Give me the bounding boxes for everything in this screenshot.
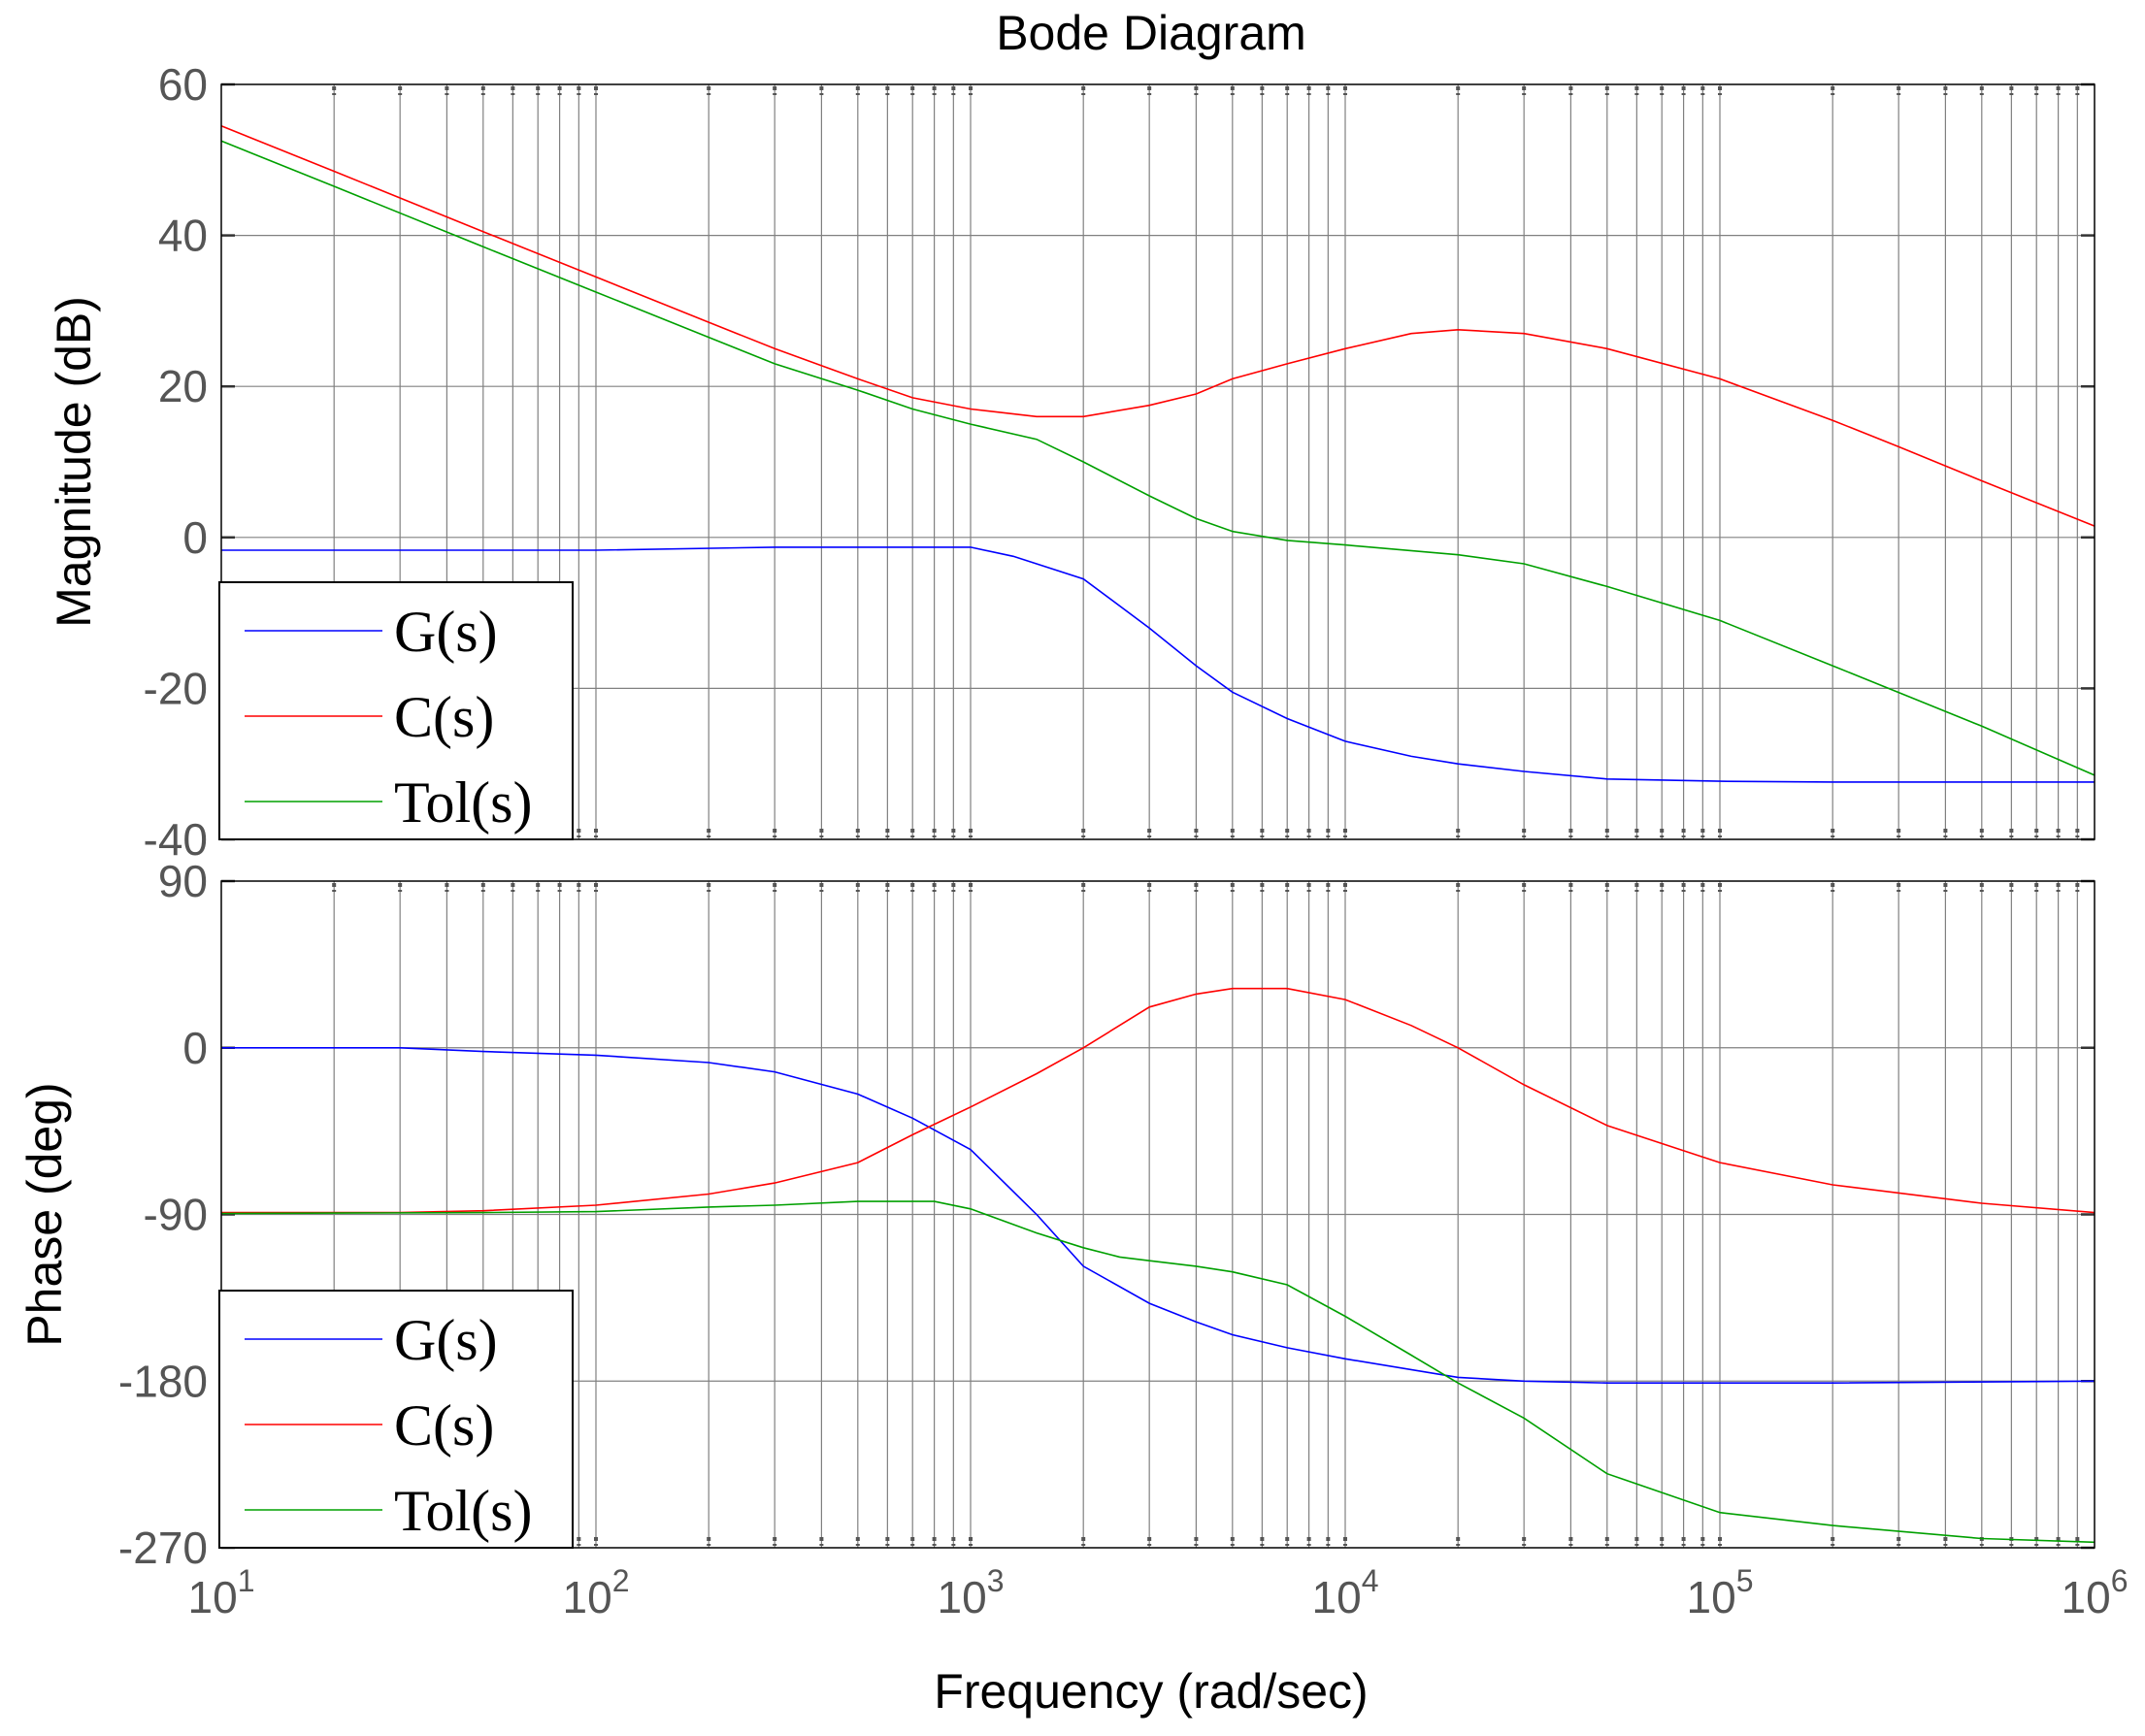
- magnitude-legend-label-tol: Tol(s): [394, 770, 532, 835]
- phase-axis-label: Phase (deg): [17, 1082, 72, 1346]
- magnitude-legend-label-g: G(s): [394, 600, 498, 664]
- chart-title: Bode Diagram: [996, 6, 1306, 60]
- magnitude-ytick-label: 40: [158, 211, 208, 261]
- phase-axes-frame: [220, 880, 2096, 1549]
- x-tick-label-exponent: 5: [1736, 1563, 1754, 1598]
- magnitude-series-tol: [220, 140, 2096, 776]
- phase-series-c: [221, 987, 2096, 1214]
- x-axis-label: Frequency (rad/sec): [934, 1664, 1368, 1719]
- magnitude-ytick-label: 60: [158, 59, 208, 110]
- phase-ytick-label: 90: [158, 856, 208, 906]
- magnitude-axis-label: Magnitude (dB): [47, 296, 101, 628]
- magnitude-ytick-label: -40: [144, 814, 208, 865]
- x-tick-label: 106: [2062, 1563, 2128, 1622]
- phase-ytick-label: -180: [118, 1356, 208, 1406]
- x-tick-label: 104: [1312, 1563, 1379, 1622]
- phase-legend-label-tol: Tol(s): [394, 1479, 532, 1543]
- x-tick-label: 105: [1687, 1563, 1754, 1622]
- x-tick-labels: 101 102 103 104 105 106: [188, 1563, 2128, 1622]
- magnitude-ytick-label: -20: [144, 663, 208, 713]
- magnitude-series-c: [220, 125, 2096, 527]
- x-tick-label: 102: [563, 1563, 630, 1622]
- phase-ytick-label: 0: [182, 1023, 208, 1073]
- phase-legend-label-c: C(s): [394, 1393, 494, 1458]
- x-tick-label: 101: [188, 1563, 255, 1622]
- phase-ytick-label: -270: [118, 1523, 208, 1573]
- magnitude-series-g: [221, 546, 2095, 783]
- magnitude-legend-box: [218, 581, 574, 840]
- phase-legend: G(s) C(s) Tol(s): [218, 1290, 574, 1549]
- magnitude-legend: G(s) C(s) Tol(s): [218, 581, 574, 840]
- phase-series-tol: [220, 1200, 2096, 1544]
- x-tick-label-base: 10: [188, 1572, 238, 1622]
- x-tick-label-exponent: 2: [612, 1563, 630, 1598]
- x-tick-label-exponent: 1: [238, 1563, 255, 1598]
- x-tick-label-exponent: 6: [2111, 1563, 2128, 1598]
- magnitude-ytick-label: 20: [158, 361, 208, 411]
- magnitude-panel: 60 40 20 0 -20 -40 Magnitude (dB) G(s) C(s) T…: [47, 59, 2096, 865]
- phase-panel: 90 0 -90 -180 -270 Phase (deg) G(s) C(s) Tol…: [17, 856, 2096, 1573]
- phase-legend-box: [218, 1290, 574, 1549]
- x-tick-label-base: 10: [563, 1572, 612, 1622]
- x-tick-label-base: 10: [938, 1572, 987, 1622]
- x-tick-label-exponent: 4: [1362, 1563, 1379, 1598]
- phase-legend-label-g: G(s): [394, 1308, 498, 1372]
- phase-ytick-label: -90: [144, 1190, 208, 1240]
- magnitude-axes-frame: [220, 83, 2096, 840]
- magnitude-legend-label-c: C(s): [394, 685, 494, 749]
- phase-series-g: [221, 1047, 2096, 1384]
- x-tick-label-exponent: 3: [987, 1563, 1005, 1598]
- magnitude-ytick-label: 0: [182, 512, 208, 563]
- x-tick-label-base: 10: [1312, 1572, 1362, 1622]
- x-tick-label: 103: [938, 1563, 1005, 1622]
- x-tick-label-base: 10: [1687, 1572, 1736, 1622]
- x-tick-label-base: 10: [2062, 1572, 2111, 1622]
